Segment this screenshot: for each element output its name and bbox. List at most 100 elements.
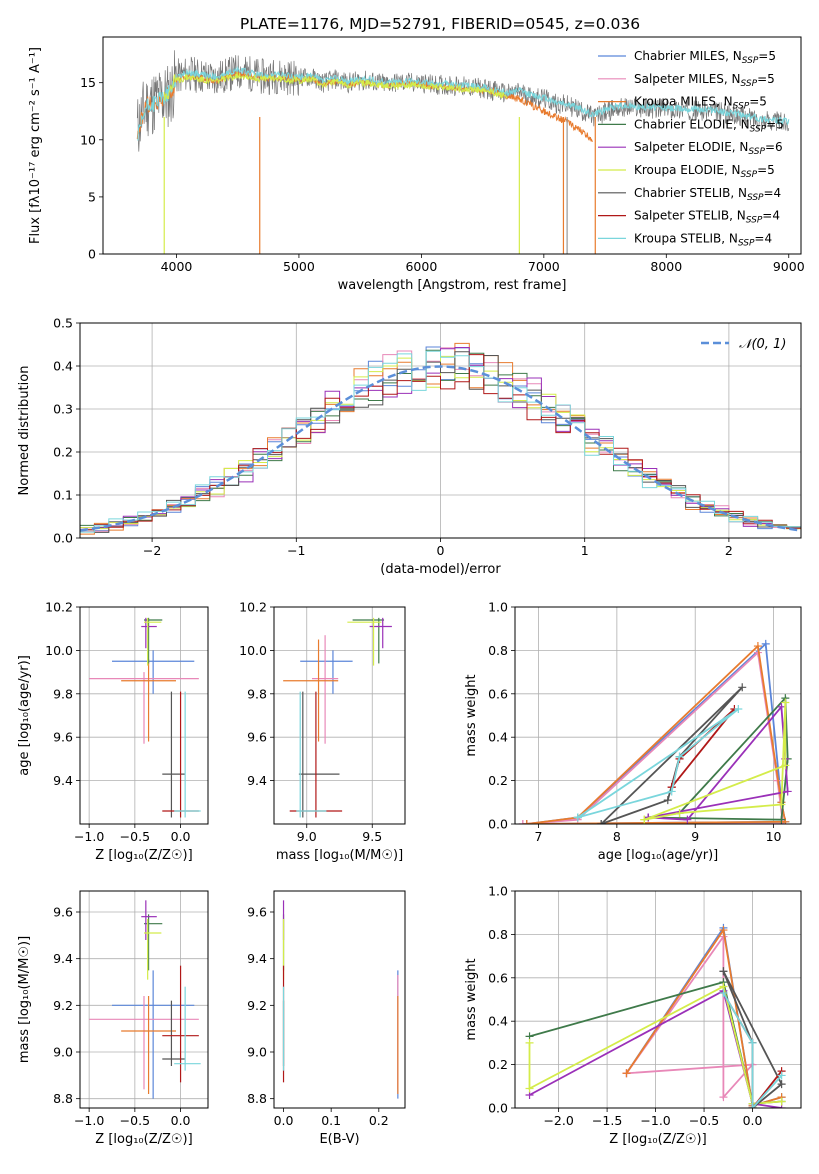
weight-line xyxy=(526,644,787,824)
weight-marker xyxy=(777,1071,786,1080)
y-tick-label: 0.1 xyxy=(53,488,73,503)
figure-title: PLATE=1176, MJD=52791, FIBERID=0545, z=0… xyxy=(240,15,640,33)
x-tick-label: −1.0 xyxy=(74,829,104,844)
errorbar-point xyxy=(352,617,385,664)
residuals-ylabel: Normed distribution xyxy=(17,366,32,496)
errorbar-point xyxy=(311,635,339,744)
y-tick-label: 0.0 xyxy=(488,817,508,832)
gaussian-curve xyxy=(80,365,801,532)
errorbar-point xyxy=(89,996,199,1090)
legend-label: 𝒩(0, 1) xyxy=(739,337,786,352)
weight-marker xyxy=(777,702,786,711)
residuals-axes: −2 −1 0 1 2 0.0 0.1 0.2 0.3 0.4 0.5 (data-model)/er… xyxy=(17,316,802,577)
y-tick-label: 1.0 xyxy=(488,600,508,615)
x-tick-label: −0.5 xyxy=(689,1113,719,1128)
x-tick-label: −0.5 xyxy=(120,829,150,844)
spectrum-plot-area xyxy=(136,50,790,254)
z-weight-ylabel: mass weight xyxy=(464,958,479,1040)
weight-marker xyxy=(783,787,792,796)
y-tick-label: 9.8 xyxy=(53,686,73,701)
errorbar-point xyxy=(174,986,201,1071)
x-tick-label: 10 xyxy=(766,829,782,844)
weight-marker xyxy=(675,809,684,818)
legend-label: Kroupa MILES, NSSP=5 xyxy=(634,95,767,112)
errorbar-point xyxy=(283,639,339,742)
z-mass-axes: −1.0 −0.5 0.0 8.8 9.0 9.2 9.4 9.6 Z [log₁₀(Z/Z☉)… xyxy=(17,890,209,1147)
y-tick-label: 10.2 xyxy=(239,600,267,615)
spectrum-xlabel: wavelength [Angstrom, rest frame] xyxy=(338,278,567,293)
weight-marker xyxy=(719,1093,728,1102)
weight-marker xyxy=(748,1038,757,1047)
errorbar-point xyxy=(162,1000,186,1066)
y-tick-label: 9.4 xyxy=(53,773,73,788)
spectrum-frame xyxy=(102,36,802,255)
z-age-axes: −1.0 −0.5 0.0 9.4 9.6 9.8 10.0 10.2 Z [log₁₀(Z/Z… xyxy=(17,600,209,863)
z-weight-xlabel: Z [log₁₀(Z/Z☉)] xyxy=(609,1132,706,1147)
z-age-frame xyxy=(79,606,209,825)
errorbar-point xyxy=(162,691,199,818)
x-tick-label: −1.0 xyxy=(74,1113,104,1128)
weight-line xyxy=(722,970,783,1108)
errorbar-point xyxy=(89,672,199,744)
weight-marker xyxy=(518,820,527,824)
errorbar-point xyxy=(144,617,163,664)
x-tick-label: 0.2 xyxy=(369,1113,389,1128)
weight-marker xyxy=(748,1104,757,1108)
y-tick-label: 9.2 xyxy=(53,998,73,1013)
x-tick-label: 0.0 xyxy=(171,1113,191,1128)
weight-marker xyxy=(738,683,747,692)
weight-marker xyxy=(573,813,582,822)
x-tick-label: 9 xyxy=(691,829,699,844)
z-weight-plot-area xyxy=(525,923,786,1108)
errorbar-point xyxy=(144,617,162,666)
weight-marker xyxy=(761,639,770,648)
x-tick-label: 0.0 xyxy=(274,1113,294,1128)
legend-label: Kroupa ELODIE, NSSP=5 xyxy=(634,163,775,180)
x-tick-label: 7 xyxy=(535,829,543,844)
x-tick-label: −1.0 xyxy=(640,1113,670,1128)
x-tick-label: −2.0 xyxy=(543,1113,573,1128)
weight-marker xyxy=(734,704,743,713)
y-tick-label: 5 xyxy=(88,189,96,204)
errorbar-point xyxy=(300,650,353,694)
residuals-frame xyxy=(79,322,802,539)
errorbar-point xyxy=(162,691,186,818)
z-age-ylabel: age [log₁₀(age/yr)] xyxy=(17,655,32,776)
x-tick-label: −0.5 xyxy=(120,1113,150,1128)
errorbar-point xyxy=(112,650,195,694)
age-weight-plot-area xyxy=(518,639,792,824)
y-tick-label: 9.0 xyxy=(247,1045,267,1060)
legend-label: Salpeter ELODIE, NSSP=6 xyxy=(634,140,783,157)
y-tick-label: 15 xyxy=(80,75,96,90)
weight-marker xyxy=(781,698,790,707)
spectrum-model-line xyxy=(137,65,790,141)
weight-marker xyxy=(777,800,786,809)
y-tick-label: 1.0 xyxy=(488,884,508,899)
spectrum-ylabel: Flux [fλ10⁻¹⁷ erg cm⁻² s⁻¹ A⁻¹] xyxy=(28,47,43,244)
weight-line xyxy=(577,708,739,819)
y-tick-label: 8.8 xyxy=(247,1091,267,1106)
legend-label: Chabrier STELIB, NSSP=4 xyxy=(634,186,781,203)
weight-marker xyxy=(683,815,692,824)
legend-label: Salpeter STELIB, NSSP=4 xyxy=(634,209,780,226)
weight-marker xyxy=(719,926,728,935)
weight-marker xyxy=(719,967,728,976)
y-tick-label: 9.6 xyxy=(53,730,73,745)
histogram-step xyxy=(80,350,801,533)
y-tick-label: 9.4 xyxy=(247,773,267,788)
x-tick-label: 0.0 xyxy=(171,829,191,844)
y-tick-label: 9.6 xyxy=(53,905,73,920)
y-tick-label: 0.0 xyxy=(53,531,73,546)
weight-marker xyxy=(675,752,684,761)
errorbar-point xyxy=(112,970,195,1099)
weight-marker xyxy=(525,1038,534,1047)
errorbar-point xyxy=(289,691,343,818)
x-tick-label: 6000 xyxy=(405,259,437,274)
errorbar-point xyxy=(162,965,199,1083)
spectrum-model-line xyxy=(163,71,508,101)
errorbar-point xyxy=(174,691,201,818)
y-tick-label: 10.0 xyxy=(239,643,267,658)
y-tick-label: 0.4 xyxy=(488,1014,508,1029)
